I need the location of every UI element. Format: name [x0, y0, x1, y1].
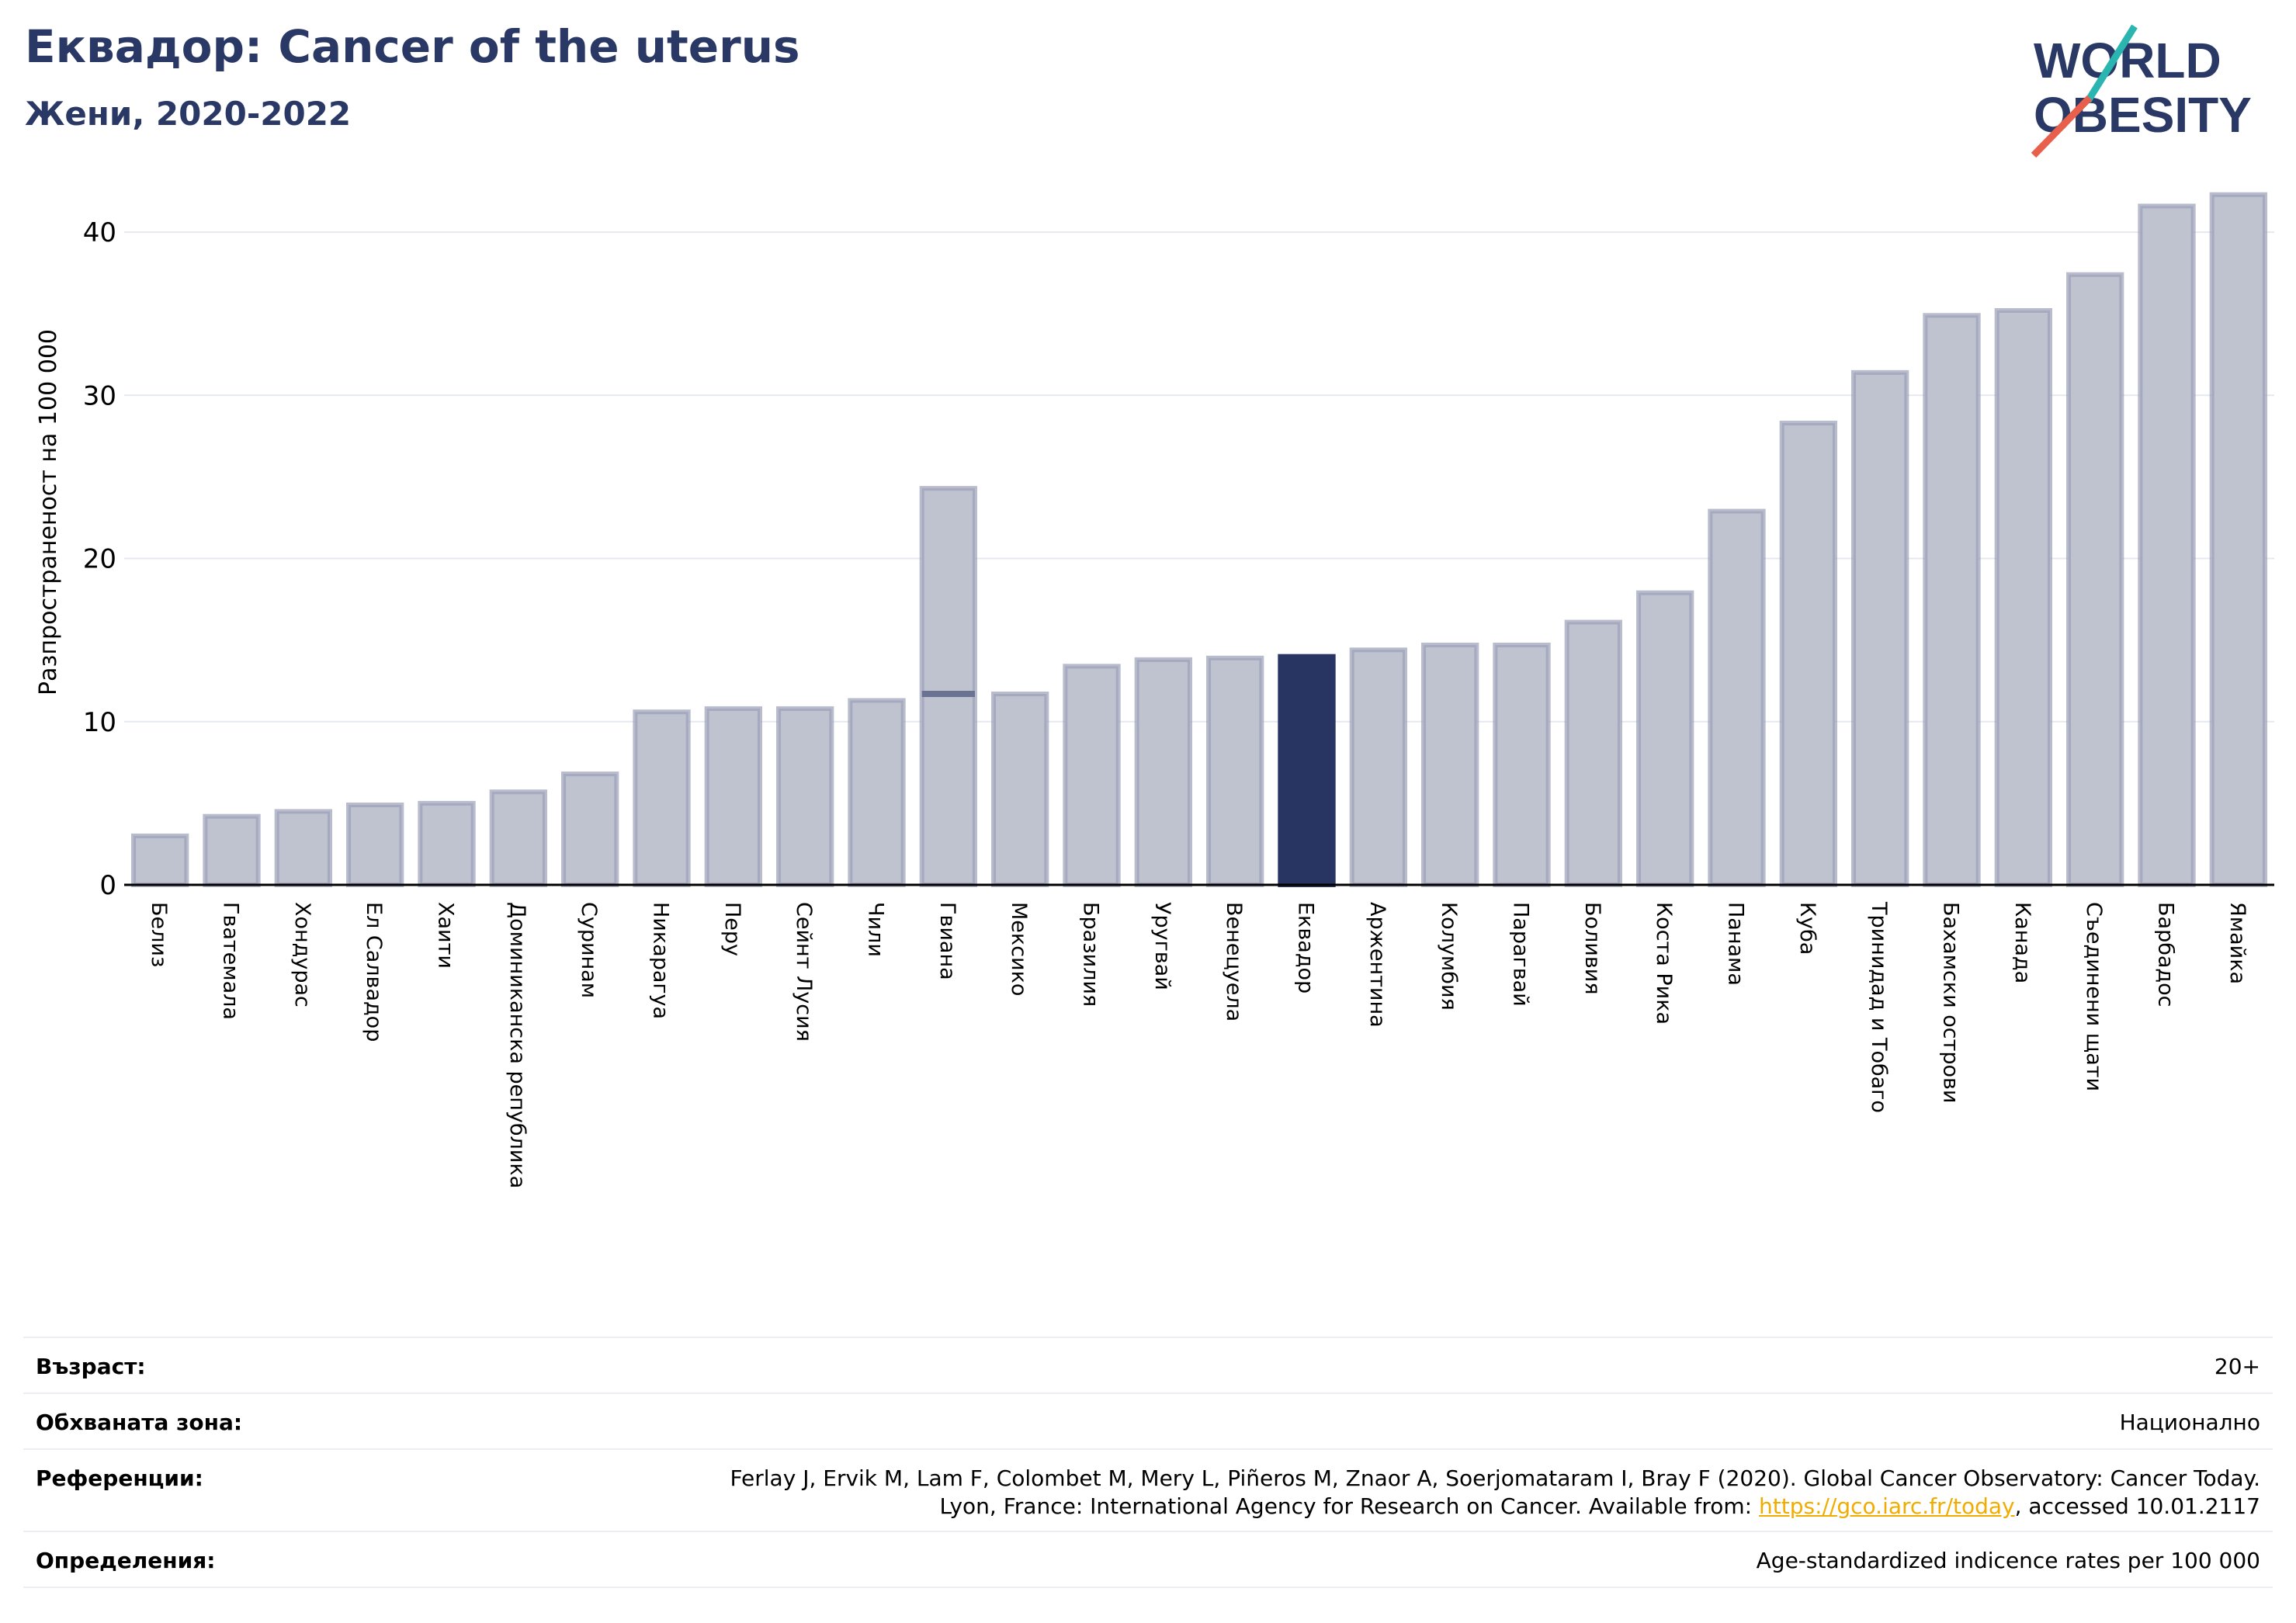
world-obesity-logo: WORLD OBESITY	[2031, 24, 2252, 158]
info-definitions-value: Age-standardized indicence rates per 100…	[1756, 1548, 2260, 1573]
x-tick-label: Бахамски острови	[1939, 902, 1963, 1103]
x-tick-label: Перу	[720, 902, 744, 956]
x-tick-label: Канада	[2010, 902, 2034, 983]
bar-13	[991, 692, 1049, 887]
bar-7	[561, 772, 619, 888]
bar-10	[776, 706, 834, 888]
x-tick-label: Хондурас	[290, 902, 314, 1007]
bar-27	[1994, 307, 2052, 887]
info-definitions-label: Определения:	[36, 1548, 216, 1573]
y-tick-label: 10	[83, 707, 116, 738]
x-tick-label: Гвиана	[935, 902, 959, 980]
y-tick-label: 40	[83, 217, 116, 248]
info-row-age: Възраст: 20+	[23, 1337, 2273, 1394]
bar-14	[1063, 664, 1121, 888]
x-tick-label: Еквадор	[1294, 902, 1318, 994]
x-tick-label: Колумбия	[1437, 902, 1461, 1011]
y-tick-label: 30	[83, 380, 116, 411]
gridlines	[124, 231, 2274, 723]
bar-11	[848, 698, 906, 887]
bar-25	[1851, 369, 1909, 888]
bars	[131, 192, 2267, 888]
x-tick-label: Суринам	[577, 902, 601, 998]
info-row-definitions: Определения: Age-standardized indicence …	[23, 1531, 2273, 1588]
info-references-line2-pre: Lyon, France: International Agency for R…	[939, 1493, 1759, 1519]
bar-2	[203, 813, 261, 887]
info-references-line2: Lyon, France: International Agency for R…	[939, 1493, 2260, 1519]
x-tick-label: Чили	[864, 902, 888, 957]
chart-subtitle: Жени, 2020-2022	[25, 95, 352, 133]
y-tick-label: 0	[99, 870, 116, 901]
info-coverage-value: Национално	[2119, 1410, 2260, 1435]
bar-28	[2066, 272, 2124, 887]
x-tick-label: Бразилия	[1079, 902, 1103, 1007]
y-axis-label: Разпространеност на 100 000	[35, 329, 62, 695]
bar-15	[1134, 657, 1192, 888]
bar-16	[1206, 655, 1264, 887]
info-references-line2-post: , accessed 10.01.2117	[2014, 1493, 2260, 1519]
bar-4	[346, 802, 404, 888]
x-tick-label: Белиз	[147, 902, 171, 967]
info-table: Възраст: 20+ Обхваната зона: Национално …	[23, 1337, 2273, 1588]
bar-17	[1278, 654, 1336, 888]
info-references-label: Референции:	[36, 1465, 203, 1491]
logo-slash-teal	[2085, 24, 2138, 103]
axes: 0 10 20 30 40 Белиз Гватемала Хондурас Ел Салвад…	[83, 217, 2274, 1188]
x-tick-label: Аржентина	[1365, 902, 1389, 1028]
x-tick-label: Панама	[1724, 902, 1748, 986]
x-tick-label: Парагвай	[1509, 902, 1533, 1007]
bar-18	[1349, 647, 1407, 888]
x-tick-label: Ел Салвадор	[362, 902, 386, 1042]
x-tick-label: Венецуела	[1222, 902, 1246, 1021]
x-tick-label: Мексико	[1007, 902, 1031, 996]
x-tick-label: Боливия	[1580, 902, 1604, 995]
bar-24	[1779, 421, 1837, 887]
info-row-coverage: Обхваната зона: Национално	[23, 1392, 2273, 1450]
x-tick-label: Уругвай	[1150, 902, 1174, 990]
x-tick-label: Съединени щати	[2082, 902, 2106, 1091]
bar-23	[1708, 508, 1766, 887]
x-tick-label: Барбадос	[2154, 902, 2178, 1007]
x-tick-label: Куба	[1795, 902, 1819, 955]
x-tick-label: Тринидад и Тобаго	[1867, 901, 1891, 1113]
bar-8	[633, 709, 691, 888]
bar-5	[418, 800, 476, 887]
bar-chart: 0 10 20 30 40 Белиз Гватемала Хондурас Ел Салвад…	[35, 192, 2274, 1188]
logo-slash-red	[2031, 95, 2093, 158]
info-age-value: 20+	[2214, 1354, 2260, 1379]
bar-21	[1564, 619, 1622, 887]
bar-6	[489, 789, 547, 887]
bar-12	[919, 486, 977, 887]
bar-22	[1636, 590, 1694, 887]
bar-29	[2138, 203, 2196, 887]
info-row-references: Референции: Ferlay J, Ervik M, Lam F, Co…	[23, 1448, 2273, 1532]
bar-20	[1493, 642, 1551, 887]
x-tick-label: Никарагуа	[649, 902, 673, 1019]
x-tick-label: Сейнт Лусия	[792, 902, 816, 1042]
bar-1	[131, 833, 189, 887]
bar-3	[274, 809, 332, 888]
x-tick-label: Коста Рика	[1652, 902, 1676, 1025]
bar-30	[2209, 192, 2267, 887]
x-tick-label: Гватемала	[219, 902, 243, 1020]
chart-title: Еквадор: Cancer of the uterus	[25, 20, 800, 73]
x-tick-label: Доминиканска република	[505, 902, 529, 1188]
gco-link[interactable]: https://gco.iarc.fr/today	[1759, 1493, 2015, 1519]
info-references-line1: Ferlay J, Ervik M, Lam F, Colombet M, Me…	[730, 1465, 2260, 1491]
info-coverage-label: Обхваната зона:	[36, 1410, 243, 1435]
bar-26	[1923, 313, 1981, 887]
info-age-label: Възраст:	[36, 1354, 146, 1379]
bar-19	[1421, 642, 1479, 887]
y-tick-label: 20	[83, 544, 116, 575]
x-tick-label: Хаити	[434, 902, 458, 969]
bar-9	[704, 706, 762, 888]
x-tick-label: Ямайка	[2225, 902, 2249, 984]
